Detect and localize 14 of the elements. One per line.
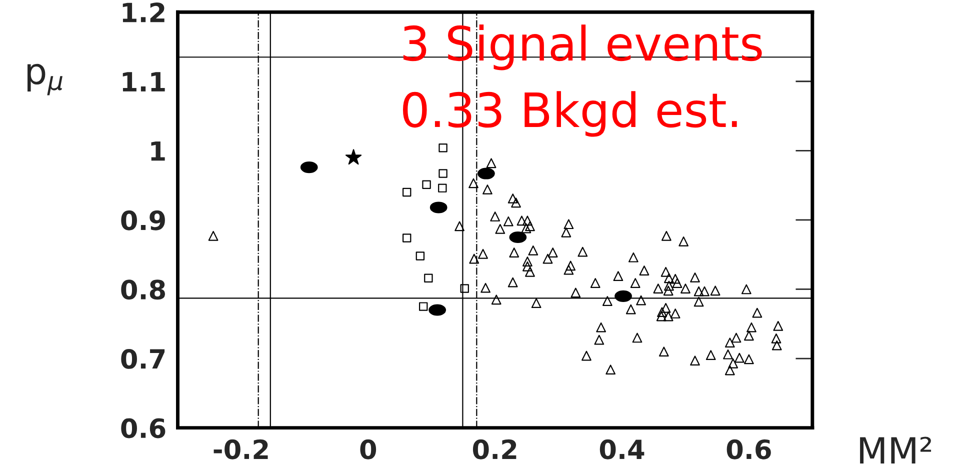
y-tick-label: 1: [151, 141, 165, 161]
x-tick-label: 0.6: [726, 439, 771, 460]
y-tick-label: 0.6: [121, 418, 166, 438]
y-tick-label: 0.8: [121, 280, 165, 300]
y-tick-label: 0.9: [121, 210, 165, 230]
x-tick-label: -0.2: [214, 439, 268, 460]
y-tick-label: 1.2: [122, 2, 164, 22]
y-tick-label: 0.7: [121, 348, 165, 369]
x-tick-label: 0.4: [600, 439, 644, 460]
y-axis-title: p$_{μ}$: [28, 64, 62, 96]
y-tick-label: 1.1: [122, 72, 165, 92]
x-tick-label: 0: [360, 439, 376, 460]
x-tick-label: 0.2: [472, 439, 516, 460]
x-axis-title: MM²: [860, 436, 932, 464]
